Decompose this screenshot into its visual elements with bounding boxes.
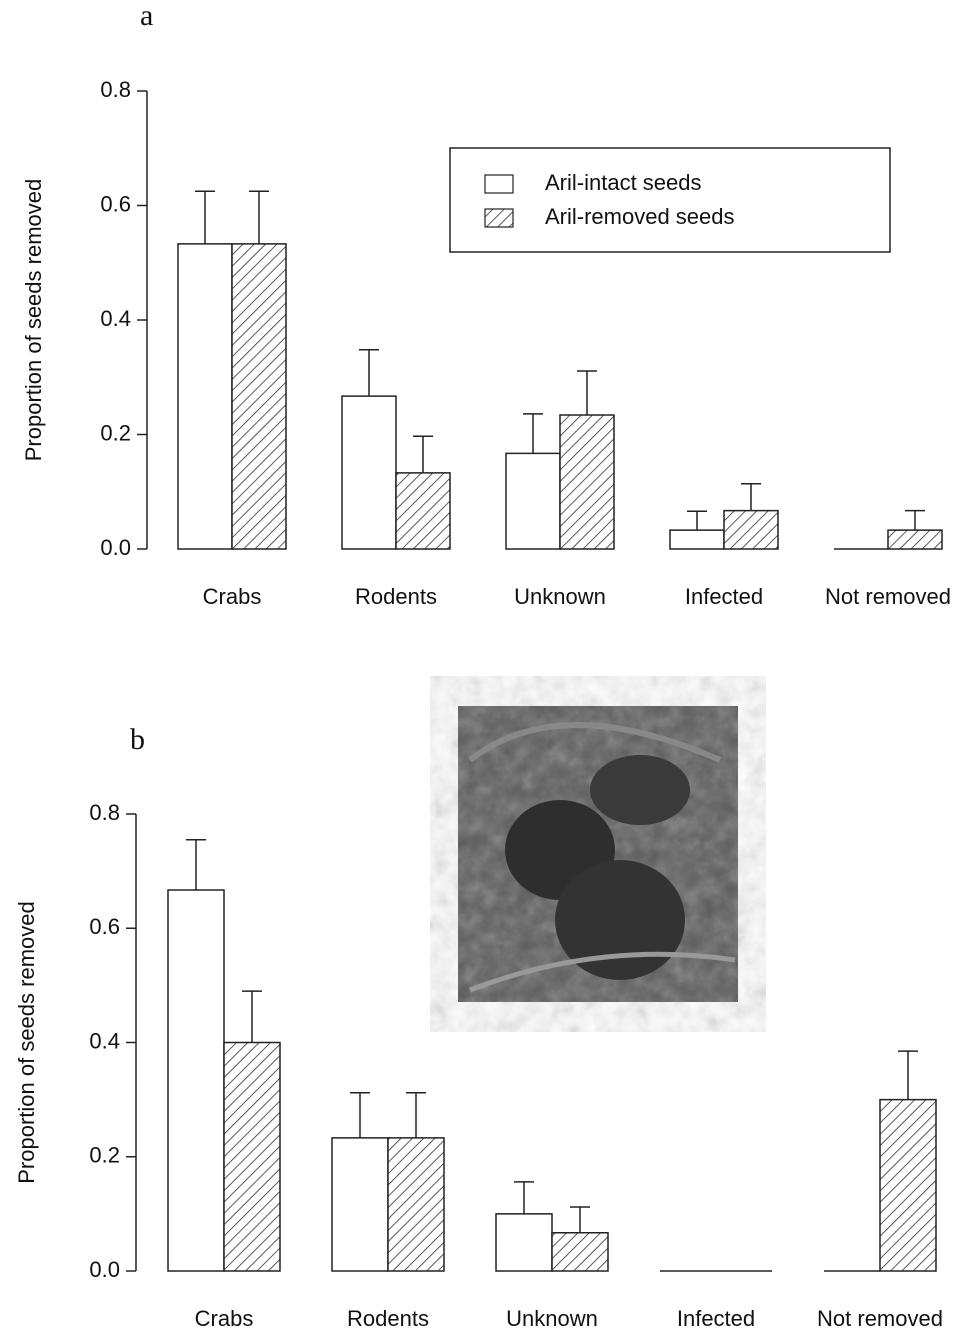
y-tick-label: 0.0 <box>89 1257 120 1282</box>
x-tick-label: Not removed <box>825 584 951 609</box>
error-bar <box>523 414 543 454</box>
legend-label: Aril-removed seeds <box>545 204 735 229</box>
y-tick-label: 0.8 <box>89 800 120 825</box>
bar <box>880 1100 936 1271</box>
error-bar <box>514 1182 534 1214</box>
x-tick-label: Infected <box>685 584 763 609</box>
error-bar <box>406 1093 426 1138</box>
bar <box>396 473 450 549</box>
panel-title: a <box>140 0 153 32</box>
x-tick-label: Not removed <box>817 1306 943 1331</box>
error-bar <box>359 350 379 396</box>
error-bar <box>413 436 433 473</box>
error-bar <box>195 191 215 244</box>
x-tick-label: Crabs <box>203 584 262 609</box>
y-tick-label: 0.4 <box>89 1028 120 1053</box>
x-tick-label: Infected <box>677 1306 755 1331</box>
bar <box>496 1214 552 1271</box>
bar <box>342 396 396 549</box>
y-tick-label: 0.8 <box>100 77 131 102</box>
bar <box>168 890 224 1271</box>
y-tick-label: 0.2 <box>100 420 131 445</box>
x-tick-label: Unknown <box>506 1306 598 1331</box>
legend-swatch <box>485 175 513 193</box>
bar <box>560 415 614 549</box>
crab-photo <box>458 706 738 1002</box>
x-tick-label: Unknown <box>514 584 606 609</box>
error-bar <box>570 1207 590 1233</box>
bar <box>232 244 286 549</box>
error-bar <box>905 511 925 530</box>
y-tick-label: 0.0 <box>100 535 131 560</box>
legend-label: Aril-intact seeds <box>545 170 702 195</box>
y-tick-label: 0.6 <box>100 191 131 216</box>
error-bar <box>186 840 206 890</box>
legend-box <box>450 148 890 252</box>
y-axis-label: Proportion of seeds removed <box>14 901 39 1184</box>
page: a Proportion of seeds removed 0.0 0.2 0.4 0.6… <box>0 0 974 1334</box>
bar <box>332 1138 388 1271</box>
y-tick-label: 0.6 <box>89 914 120 939</box>
error-bar <box>741 484 761 511</box>
error-bar <box>898 1051 918 1100</box>
y-axis-label: Proportion of seeds removed <box>21 179 46 462</box>
x-tick-label: Crabs <box>195 1306 254 1331</box>
bar <box>888 530 942 549</box>
y-tick-label: 0.4 <box>100 306 131 331</box>
x-tick-label: Rodents <box>347 1306 429 1331</box>
bar <box>670 530 724 549</box>
panel-title: b <box>130 723 145 756</box>
y-tick-label: 0.2 <box>89 1143 120 1168</box>
error-bar <box>350 1093 370 1138</box>
bar <box>178 244 232 549</box>
bar <box>724 511 778 549</box>
bar <box>388 1138 444 1271</box>
bar <box>224 1043 280 1272</box>
figure: a Proportion of seeds removed 0.0 0.2 0.4 0.6… <box>0 0 974 1334</box>
error-bar <box>577 371 597 415</box>
bar <box>506 453 560 549</box>
x-tick-label: Rodents <box>355 584 437 609</box>
error-bar <box>687 511 707 530</box>
error-bar <box>249 191 269 244</box>
legend-swatch <box>485 209 513 227</box>
bar <box>552 1233 608 1271</box>
error-bar <box>242 991 262 1042</box>
